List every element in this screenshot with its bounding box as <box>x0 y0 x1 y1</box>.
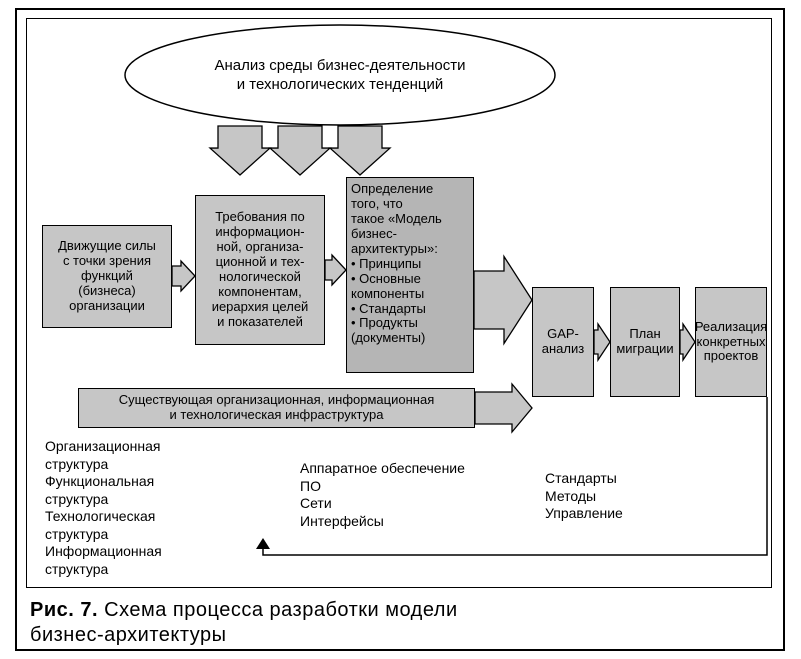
caption-label: Рис. 7. <box>30 599 98 621</box>
annotation-col1: ОрганизационнаяструктураФункциональнаяст… <box>45 438 162 578</box>
figure-caption: Рис. 7. Схема процесса разработки модели… <box>30 598 458 648</box>
annotation-col3: СтандартыМетодыУправление <box>545 470 623 523</box>
annotation-col2: Аппаратное обеспечениеПОСетиИнтерфейсы <box>300 460 465 530</box>
